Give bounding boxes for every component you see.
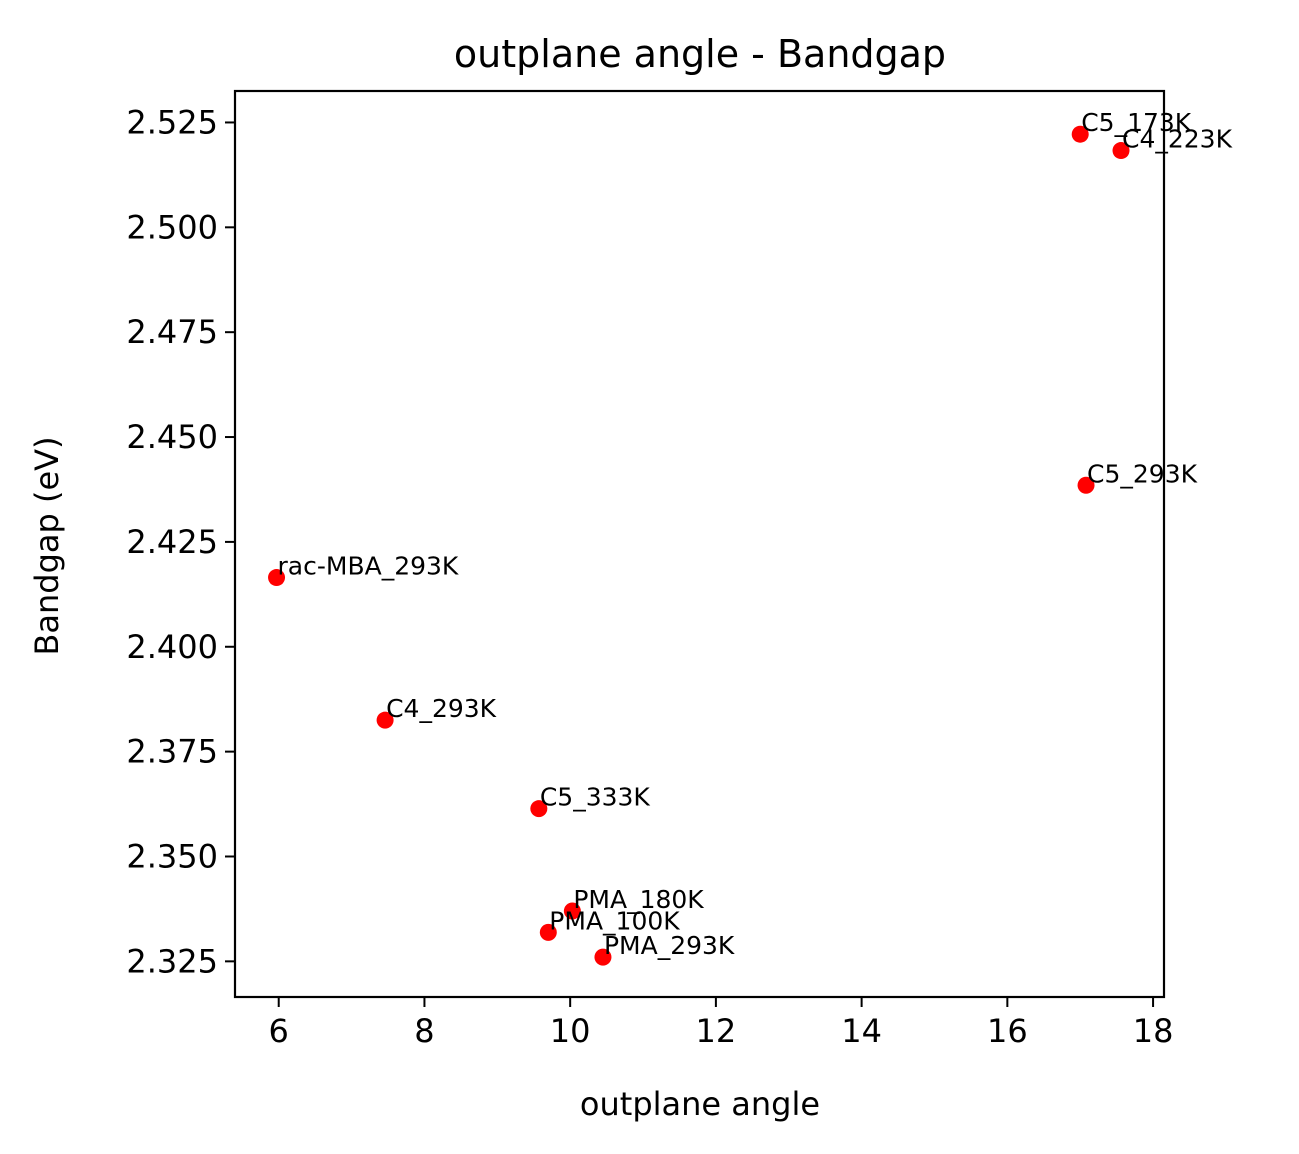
chart-title: outplane angle - Bandgap	[454, 32, 946, 76]
data-point-label: C4_293K	[386, 694, 497, 723]
data-point	[530, 800, 548, 818]
data-point-label: rac-MBA_293K	[278, 552, 459, 581]
y-tick-label: 2.375	[126, 733, 218, 771]
data-point	[376, 711, 394, 729]
x-tick-label: 8	[414, 1012, 434, 1050]
data-point	[539, 923, 557, 941]
y-tick-label: 2.325	[126, 942, 218, 980]
y-tick-label: 2.425	[126, 523, 218, 561]
y-tick-label: 2.475	[126, 313, 218, 351]
y-tick-label: 2.500	[126, 208, 218, 246]
data-point	[594, 948, 612, 966]
x-tick-label: 6	[269, 1012, 289, 1050]
data-point-label: C5_333K	[540, 783, 651, 812]
x-axis-label: outplane angle	[580, 1085, 820, 1123]
plot-frame	[233, 89, 1166, 999]
data-point	[1077, 476, 1095, 494]
data-point-label: C5_173K	[1081, 108, 1192, 137]
data-point	[1112, 142, 1130, 160]
y-tick-label: 2.350	[126, 837, 218, 875]
x-tick-label: 18	[1133, 1012, 1174, 1050]
data-point-label: PMA_293K	[604, 931, 735, 960]
data-point-label: PMA_100K	[549, 906, 680, 935]
data-point	[1071, 125, 1089, 143]
y-axis-label: Bandgap (eV)	[28, 436, 66, 655]
y-tick-label: 2.450	[126, 418, 218, 456]
data-point-label: C4_223K	[1122, 125, 1233, 154]
x-tick-label: 12	[696, 1012, 737, 1050]
x-tick-label: 16	[987, 1012, 1028, 1050]
data-point-label: C5_293K	[1087, 459, 1198, 488]
y-axis: 2.325 2.350 2.375 2.400 2.425 2.450 2.475 2.500…	[126, 103, 235, 980]
y-tick-label: 2.525	[126, 103, 218, 141]
data-point	[268, 569, 286, 587]
x-tick-label: 10	[550, 1012, 591, 1050]
data-point	[563, 902, 581, 920]
x-tick-label: 14	[841, 1012, 882, 1050]
data-point-label: PMA_180K	[573, 885, 704, 914]
x-axis: 6 8 10 12 14 16 18	[269, 997, 1174, 1050]
y-tick-label: 2.400	[126, 628, 218, 666]
data-points	[268, 125, 1130, 966]
